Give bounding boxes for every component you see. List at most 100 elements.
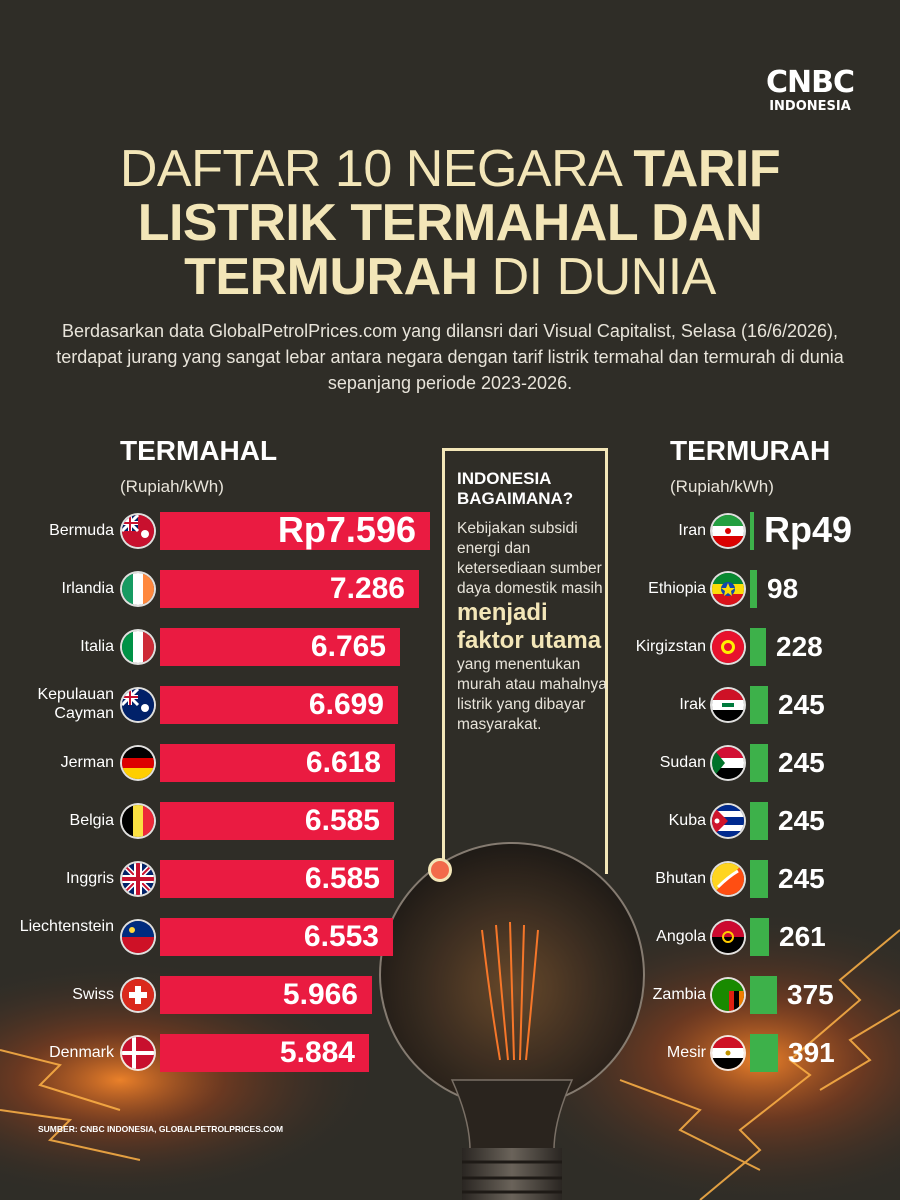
expensive-value-label: 5.966	[282, 978, 358, 1011]
cheap-value-label: Rp49	[764, 509, 853, 550]
expensive-bar	[160, 802, 394, 840]
flag-italy-icon	[122, 631, 154, 663]
flag-iran-icon	[712, 515, 744, 547]
cheap-bar	[750, 686, 768, 724]
cheap-country-label: Iran	[678, 522, 706, 539]
cheap-bar	[750, 918, 769, 956]
cheap-value-label: 245	[778, 863, 825, 894]
lightning-icon	[0, 929, 900, 1200]
flag-zambia-icon	[712, 979, 744, 1011]
expensive-value-label: Rp7.596	[277, 509, 416, 550]
cheap-bar	[750, 802, 768, 840]
cheap-bar	[750, 628, 766, 666]
flag-uk-icon	[122, 863, 154, 895]
cheap-country-label: Irak	[679, 696, 706, 713]
flag-bermuda-icon	[122, 515, 154, 547]
expensive-bar	[160, 686, 398, 724]
cheap-title: TERMURAH	[670, 435, 831, 466]
expensive-bar	[160, 512, 430, 550]
flag-germany-icon	[122, 747, 154, 779]
title-part-2: TARIF	[633, 140, 781, 198]
cheap-bar	[750, 1034, 778, 1072]
cheap-value-label: 245	[778, 805, 825, 836]
cheap-country-label: Kirgizstan	[635, 638, 706, 655]
cheap-bar	[750, 744, 768, 782]
expensive-bar	[160, 1034, 369, 1072]
flag-denmark-icon	[122, 1037, 154, 1069]
expensive-value-label: 5.884	[279, 1036, 355, 1069]
callout-body-post: yang menentukan murah atau mahalnya list…	[457, 656, 607, 733]
expensive-bar	[160, 744, 395, 782]
title-part-4: TERMURAH	[184, 248, 478, 306]
expensive-value-label: 7.286	[329, 572, 405, 605]
cheap-value-label: 391	[788, 1037, 835, 1068]
cheap-country-label: Ethiopia	[648, 580, 706, 597]
expensive-bar	[160, 860, 394, 898]
cheap-country-label: Sudan	[659, 754, 706, 771]
cheap-country-label: Bhutan	[655, 870, 706, 887]
cheap-value-label: 98	[767, 573, 799, 604]
expensive-bar	[160, 628, 400, 666]
callout-connector-dot	[431, 861, 449, 879]
expensive-value-label: 6.585	[304, 804, 380, 837]
expensive-unit: (Rupiah/kWh)	[120, 477, 224, 496]
logo-line1: CNBC	[765, 65, 855, 100]
flag-bhutan-icon	[712, 863, 744, 895]
logo-line2: INDONESIA	[769, 99, 851, 114]
flag-egypt-icon	[712, 1037, 744, 1069]
flag-sudan-icon	[712, 747, 744, 779]
subtitle: Berdasarkan data GlobalPetrolPrices.com …	[56, 321, 844, 393]
cheap-value-label: 245	[778, 689, 825, 720]
cheap-country-label: Mesir	[666, 1044, 706, 1061]
expensive-country-label: Kepulauan Cayman	[37, 686, 114, 722]
title-part-3: LISTRIK TERMAHAL DAN	[137, 194, 763, 252]
cheap-bar	[750, 860, 768, 898]
title-part-5: DI DUNIA	[477, 248, 717, 306]
callout-body: Kebijakan subsidi energi dan ketersediaa…	[457, 519, 607, 735]
expensive-country-label: Swiss	[72, 986, 114, 1003]
cheap-bar	[750, 570, 757, 608]
flag-ireland-icon	[122, 573, 154, 605]
cheap-bar	[750, 512, 754, 550]
flag-belgium-icon	[122, 805, 154, 837]
cheap-value-label: 245	[778, 747, 825, 778]
expensive-country-label: Inggris	[65, 870, 114, 887]
expensive-country-label: Jerman	[60, 754, 114, 771]
expensive-country-label: Italia	[80, 638, 114, 655]
flag-angola-icon	[712, 921, 744, 953]
expensive-column-header: TERMAHAL (Rupiah/kWh)	[120, 436, 277, 498]
expensive-country-label: Belgia	[69, 812, 114, 829]
expensive-value-label: 6.618	[305, 746, 381, 779]
expensive-value-label: 6.553	[303, 920, 379, 953]
cheap-country-label: Kuba	[668, 812, 706, 829]
expensive-value-label: 6.585	[304, 862, 380, 895]
expensive-bar	[160, 918, 393, 956]
flag-iraq-icon	[712, 689, 744, 721]
flag-switzerland-icon	[122, 979, 154, 1011]
expensive-country-label: Liechtenstein	[19, 918, 114, 935]
expensive-bar	[160, 976, 372, 1014]
cheap-bar	[750, 976, 777, 1014]
flag-cuba-icon	[712, 805, 744, 837]
expensive-value-label: 6.765	[310, 630, 386, 663]
cnbc-indonesia-logo: CNBC INDONESIA	[760, 68, 860, 116]
cheap-country-label: Zambia	[652, 986, 706, 1003]
cheap-country-label: Angola	[656, 928, 706, 945]
callout-title: INDONESIA BAGAIMANA?	[457, 469, 574, 508]
source-note: SUMBER: CNBC INDONESIA, GLOBALPETROLPRIC…	[38, 1124, 284, 1134]
expensive-country-label: Irlandia	[61, 580, 114, 597]
callout-emphasis: menjadi faktor utama	[457, 599, 602, 654]
flag-kyrgyzstan-icon	[712, 631, 744, 663]
expensive-bar	[160, 570, 419, 608]
callout-body-pre: Kebijakan subsidi energi dan ketersediaa…	[457, 520, 603, 597]
cheap-value-label: 375	[787, 979, 834, 1010]
glow-left	[0, 960, 380, 1200]
expensive-country-label: Denmark	[49, 1044, 114, 1061]
light-bulb-icon	[379, 842, 645, 1200]
flag-ethiopia-icon	[712, 573, 744, 605]
flag-cayman-islands-icon	[122, 689, 154, 721]
indonesia-callout: INDONESIA BAGAIMANA? Kebijakan subsidi e…	[442, 448, 608, 874]
cheap-value-label: 228	[776, 631, 823, 662]
